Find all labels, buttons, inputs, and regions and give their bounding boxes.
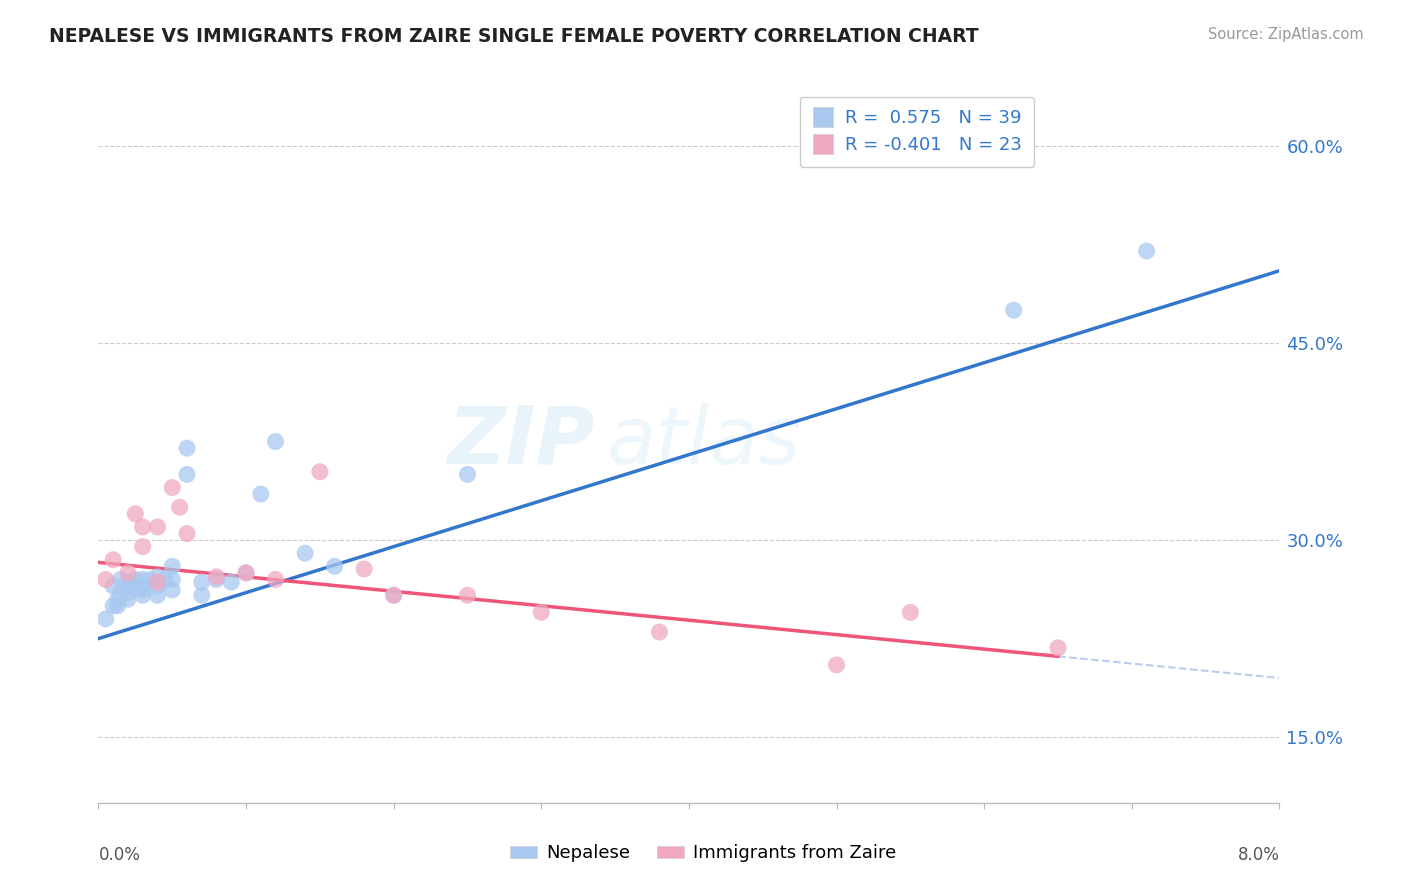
Point <box>221 575 243 590</box>
Point <box>124 507 146 521</box>
Point <box>825 657 848 672</box>
Point <box>146 570 169 584</box>
Point <box>107 592 129 607</box>
Point <box>353 562 375 576</box>
Point <box>120 579 142 593</box>
Point <box>250 487 273 501</box>
Point <box>107 599 129 613</box>
Point <box>132 540 155 554</box>
Point <box>94 612 117 626</box>
Point <box>457 588 479 602</box>
Point <box>117 592 139 607</box>
Point <box>191 575 214 590</box>
Point <box>294 546 316 560</box>
Point <box>235 566 257 580</box>
Point <box>146 588 169 602</box>
Point <box>110 573 132 587</box>
Point <box>146 520 169 534</box>
Point <box>264 573 287 587</box>
Legend: Nepalese, Immigrants from Zaire: Nepalese, Immigrants from Zaire <box>502 838 904 870</box>
Point <box>648 625 671 640</box>
Point <box>132 588 155 602</box>
Point <box>132 579 155 593</box>
Point <box>132 573 155 587</box>
Point <box>191 588 214 602</box>
Point <box>176 467 198 482</box>
Point <box>103 553 125 567</box>
Point <box>264 434 287 449</box>
Point <box>382 588 405 602</box>
Point <box>1002 303 1025 318</box>
Point <box>235 566 257 580</box>
Legend: R =  0.575   N = 39, R = -0.401   N = 23: R = 0.575 N = 39, R = -0.401 N = 23 <box>800 96 1035 167</box>
Point <box>1046 640 1070 655</box>
Point <box>205 573 228 587</box>
Point <box>457 467 479 482</box>
Point <box>1136 244 1159 258</box>
Point <box>94 573 117 587</box>
Text: 8.0%: 8.0% <box>1237 847 1279 864</box>
Point <box>382 588 405 602</box>
Point <box>205 570 228 584</box>
Point <box>103 599 125 613</box>
Point <box>139 573 162 587</box>
Point <box>117 566 139 580</box>
Point <box>169 500 191 515</box>
Point <box>117 585 139 599</box>
Point <box>176 526 198 541</box>
Point <box>162 573 183 587</box>
Text: 0.0%: 0.0% <box>98 847 141 864</box>
Point <box>132 582 155 597</box>
Point <box>110 585 132 599</box>
Point <box>103 579 125 593</box>
Y-axis label: Single Female Poverty: Single Female Poverty <box>0 350 8 533</box>
Point <box>530 605 553 619</box>
Point <box>124 573 146 587</box>
Point <box>153 573 176 587</box>
Point <box>162 559 183 574</box>
Point <box>176 441 198 455</box>
Text: Source: ZipAtlas.com: Source: ZipAtlas.com <box>1208 27 1364 42</box>
Point <box>162 481 183 495</box>
Text: ZIP: ZIP <box>447 402 595 481</box>
Point <box>117 575 139 590</box>
Point <box>323 559 346 574</box>
Text: NEPALESE VS IMMIGRANTS FROM ZAIRE SINGLE FEMALE POVERTY CORRELATION CHART: NEPALESE VS IMMIGRANTS FROM ZAIRE SINGLE… <box>49 27 979 45</box>
Point <box>900 605 922 619</box>
Point <box>132 520 155 534</box>
Point <box>309 465 332 479</box>
Point <box>146 575 169 590</box>
Point <box>146 579 169 593</box>
Text: atlas: atlas <box>606 402 801 481</box>
Point <box>162 582 183 597</box>
